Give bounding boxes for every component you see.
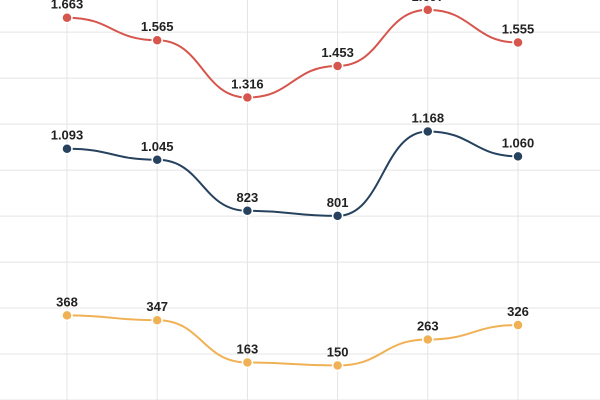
point	[151, 34, 163, 46]
point	[422, 333, 434, 346]
value-label: 1.697	[412, 0, 445, 4]
series-line	[66, 314, 519, 367]
value-label: 1.045	[141, 139, 174, 154]
value-label: 1.168	[412, 110, 445, 125]
value-label: 263	[417, 319, 439, 334]
point	[241, 91, 254, 104]
point	[512, 150, 524, 163]
point	[331, 210, 344, 222]
point	[61, 309, 73, 322]
value-label: 1.565	[141, 19, 174, 34]
point	[512, 36, 524, 49]
point	[61, 142, 73, 155]
point	[512, 319, 524, 331]
value-label: 150	[327, 345, 349, 360]
point	[331, 359, 344, 372]
value-label: 823	[237, 190, 259, 205]
value-label: 801	[327, 195, 349, 210]
point	[61, 11, 73, 24]
value-label: 326	[507, 304, 529, 319]
value-label: 1.060	[502, 135, 535, 150]
point	[151, 314, 163, 326]
point	[241, 356, 254, 369]
point	[422, 125, 434, 138]
value-label: 1.316	[231, 76, 264, 91]
value-label: 163	[237, 342, 259, 357]
point	[241, 205, 254, 217]
point	[331, 60, 344, 72]
point	[422, 4, 434, 16]
value-label: 347	[146, 299, 168, 314]
value-label: 1.093	[51, 128, 84, 143]
value-label: 368	[56, 294, 78, 309]
series-line	[66, 130, 519, 217]
point	[151, 154, 163, 166]
value-label: 1.663	[51, 0, 84, 12]
series-line	[66, 8, 519, 99]
value-label: 1.555	[502, 22, 535, 37]
value-label: 1.453	[321, 45, 354, 60]
